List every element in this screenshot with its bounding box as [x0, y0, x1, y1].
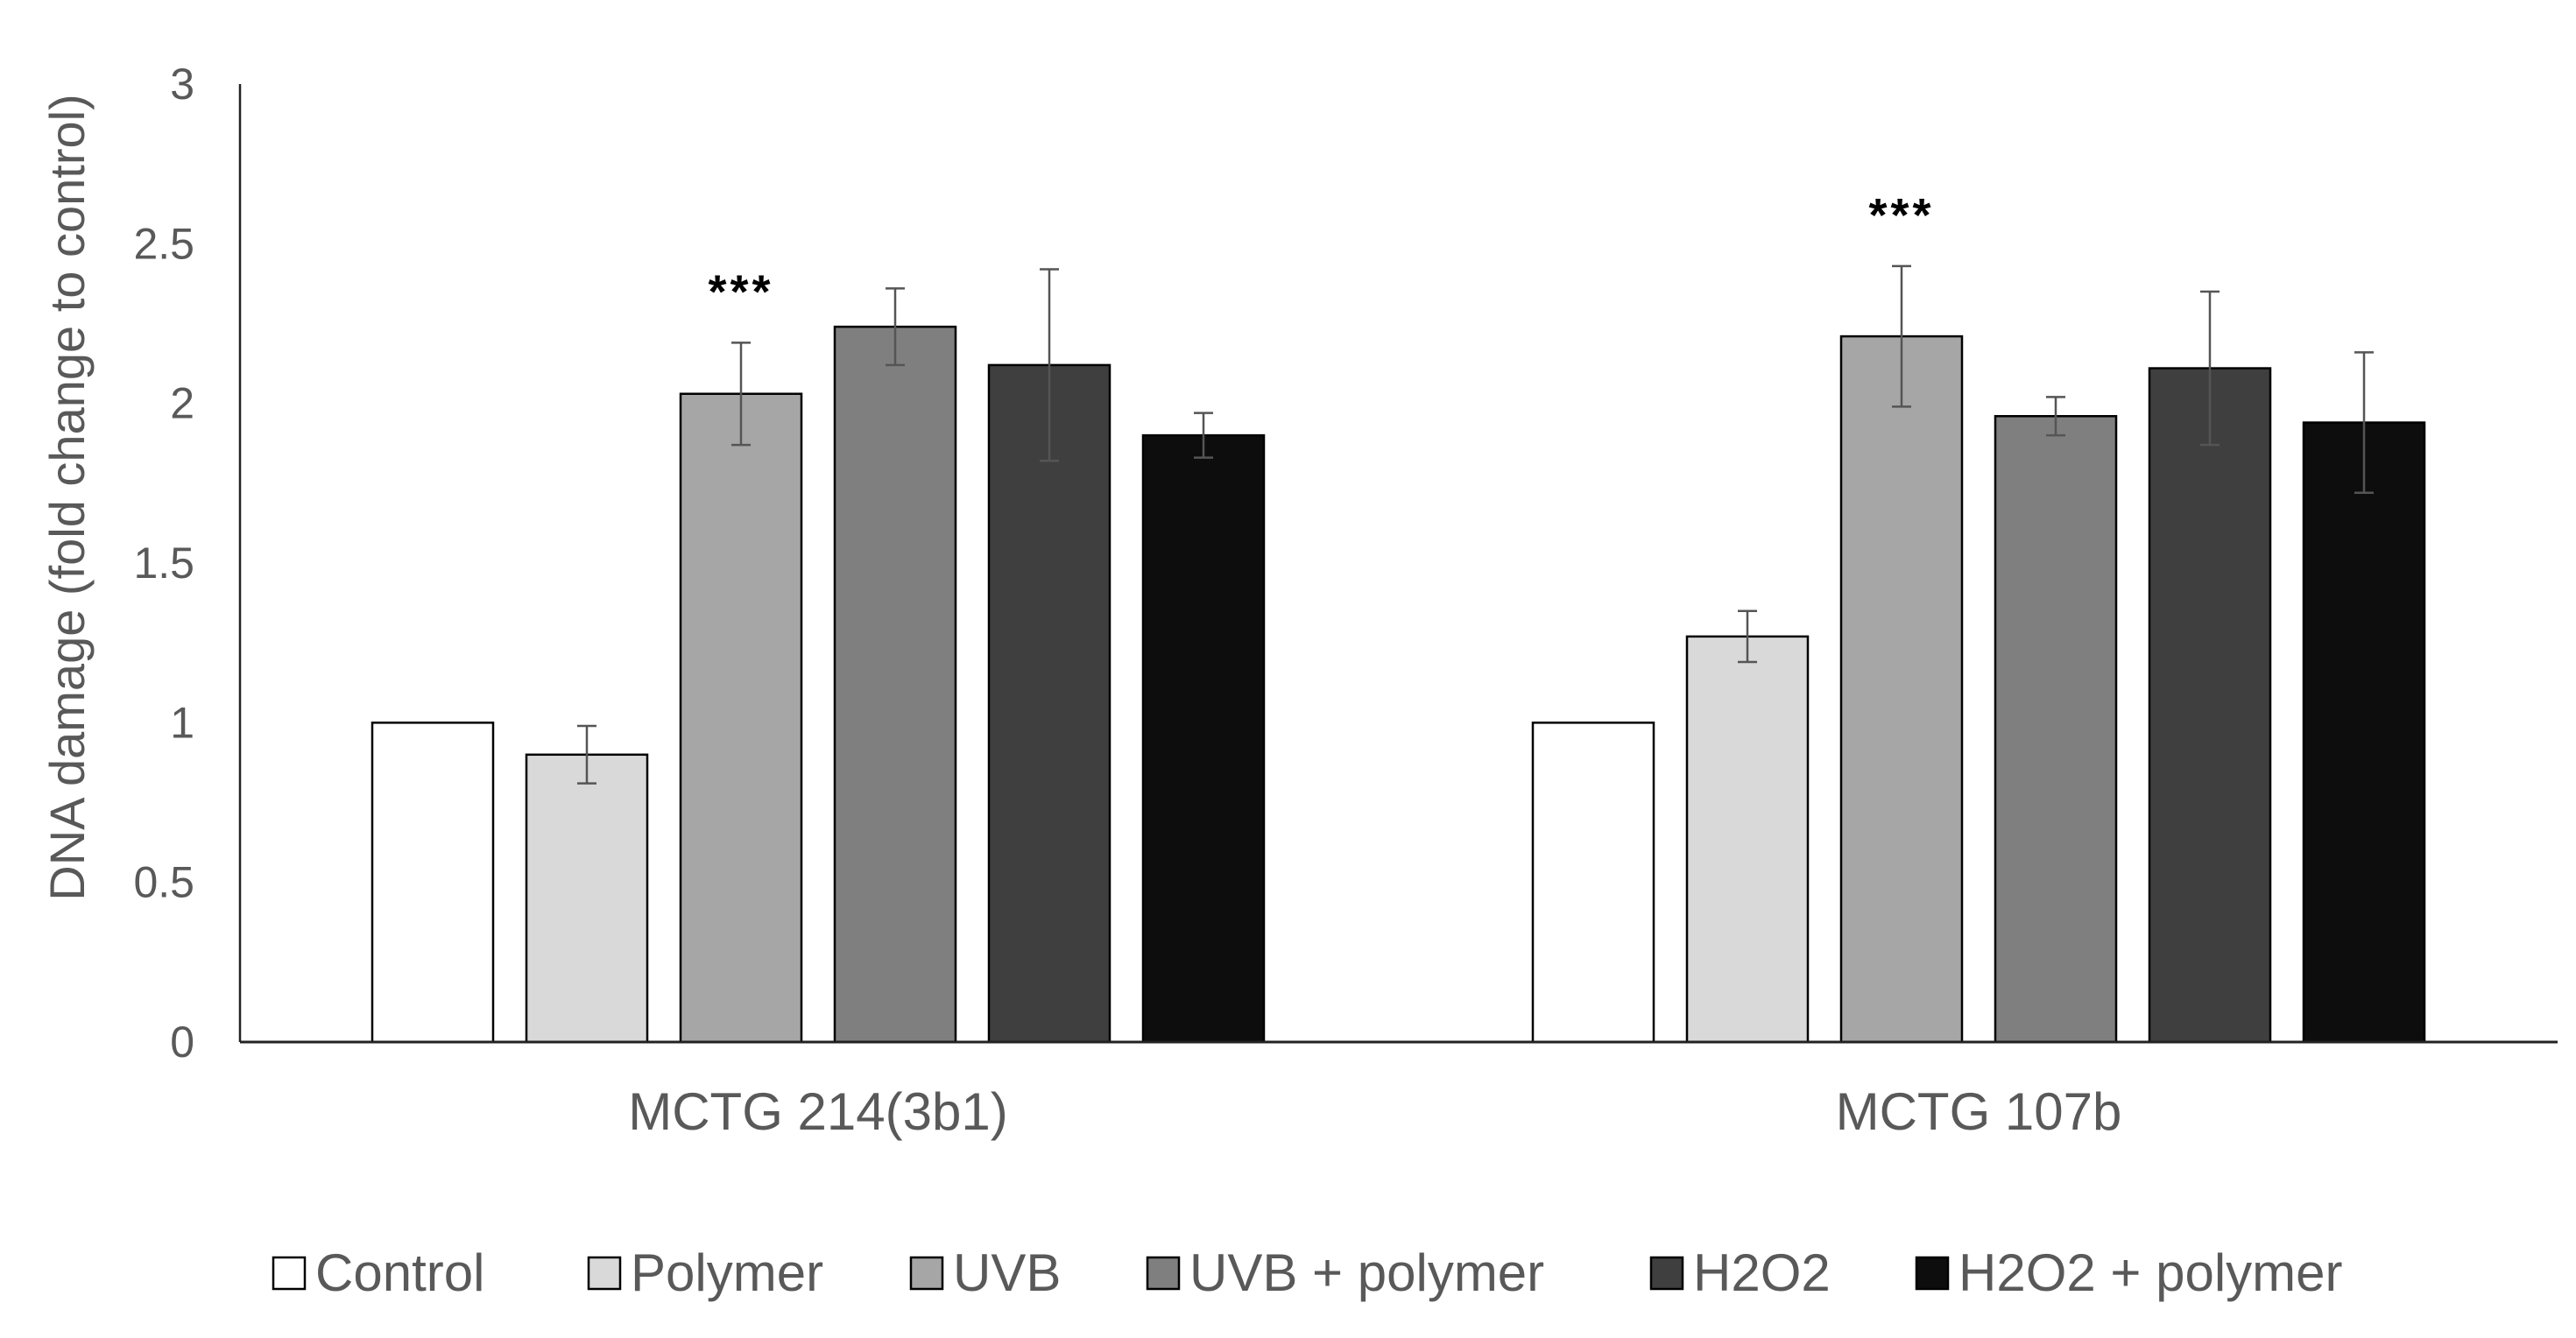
- y-axis-ticks: 0 0.5 1 1.5 2 2.5 3: [133, 60, 194, 1067]
- legend-swatch: [587, 1256, 622, 1291]
- legend-label: UVB + polymer: [1189, 1243, 1544, 1302]
- x-category-label: MCTG 214(3b1): [628, 1082, 1007, 1141]
- bar-control-1: [1531, 722, 1655, 1044]
- bar-uvb-polymer-0: [833, 325, 957, 1044]
- error-bar: [1738, 609, 1757, 664]
- axes: [238, 84, 2558, 1044]
- y-tick-label: 2.5: [133, 219, 194, 268]
- legend-item: UVB + polymer: [1146, 1243, 1544, 1302]
- error-bar: [1194, 412, 1213, 459]
- legend: Control Polymer UVB UVB + polymer H2O2 H2O2 +…: [272, 1243, 2343, 1302]
- legend-item: Polymer: [587, 1243, 823, 1302]
- legend-swatch: [909, 1256, 944, 1291]
- error-bar: [731, 342, 751, 447]
- y-tick-label: 1: [170, 698, 194, 747]
- bar-h2o2-1: [2148, 367, 2272, 1044]
- annotations: *** ***: [708, 189, 1934, 319]
- error-bar: [2354, 351, 2374, 495]
- y-tick-label: 0.5: [133, 858, 194, 907]
- legend-item: UVB: [909, 1243, 1061, 1302]
- error-bar: [2046, 396, 2065, 437]
- legend-label: H2O2: [1693, 1243, 1831, 1302]
- y-tick-label: 0: [170, 1018, 194, 1067]
- error-bar: [577, 724, 596, 785]
- legend-swatch: [1146, 1256, 1181, 1291]
- bars: [371, 325, 2426, 1044]
- legend-item: H2O2 + polymer: [1915, 1243, 2343, 1302]
- significance-marker: ***: [708, 265, 773, 318]
- legend-label: H2O2 + polymer: [1958, 1243, 2343, 1302]
- legend-swatch: [1915, 1256, 1950, 1291]
- y-axis-title: DNA damage (fold change to control): [39, 94, 95, 900]
- bar-h2o2-0: [987, 363, 1112, 1044]
- bar-h2o2-polymer-0: [1141, 433, 1266, 1044]
- legend-label: Polymer: [631, 1243, 823, 1302]
- legend-label: UVB: [953, 1243, 1061, 1302]
- bar-uvb-1: [1839, 334, 1964, 1044]
- y-tick-label: 2: [170, 379, 194, 428]
- category-labels: MCTG 214(3b1) MCTG 107b: [628, 1082, 2121, 1141]
- error-bar: [886, 287, 905, 367]
- error-bar: [1892, 264, 1911, 408]
- legend-swatch: [1649, 1256, 1684, 1291]
- bar-uvb-polymer-1: [1994, 415, 2118, 1044]
- legend-label: Control: [315, 1243, 484, 1302]
- bar-uvb-0: [679, 392, 803, 1044]
- legend-item: H2O2: [1649, 1243, 1831, 1302]
- legend-item: Control: [272, 1243, 484, 1302]
- error-bar: [1040, 268, 1059, 462]
- significance-marker: ***: [1868, 189, 1934, 242]
- bar-h2o2-polymer-1: [2302, 421, 2426, 1044]
- error-bar: [2200, 290, 2220, 447]
- legend-swatch: [272, 1256, 307, 1291]
- error-bars: [577, 264, 2374, 785]
- y-tick-label: 1.5: [133, 539, 194, 588]
- bar-polymer-0: [525, 753, 649, 1044]
- y-axis-title-group: DNA damage (fold change to control): [39, 94, 95, 900]
- y-tick-label: 3: [170, 60, 194, 109]
- bar-control-0: [371, 722, 495, 1044]
- bar-polymer-1: [1685, 635, 1810, 1044]
- x-category-label: MCTG 107b: [1836, 1082, 2122, 1141]
